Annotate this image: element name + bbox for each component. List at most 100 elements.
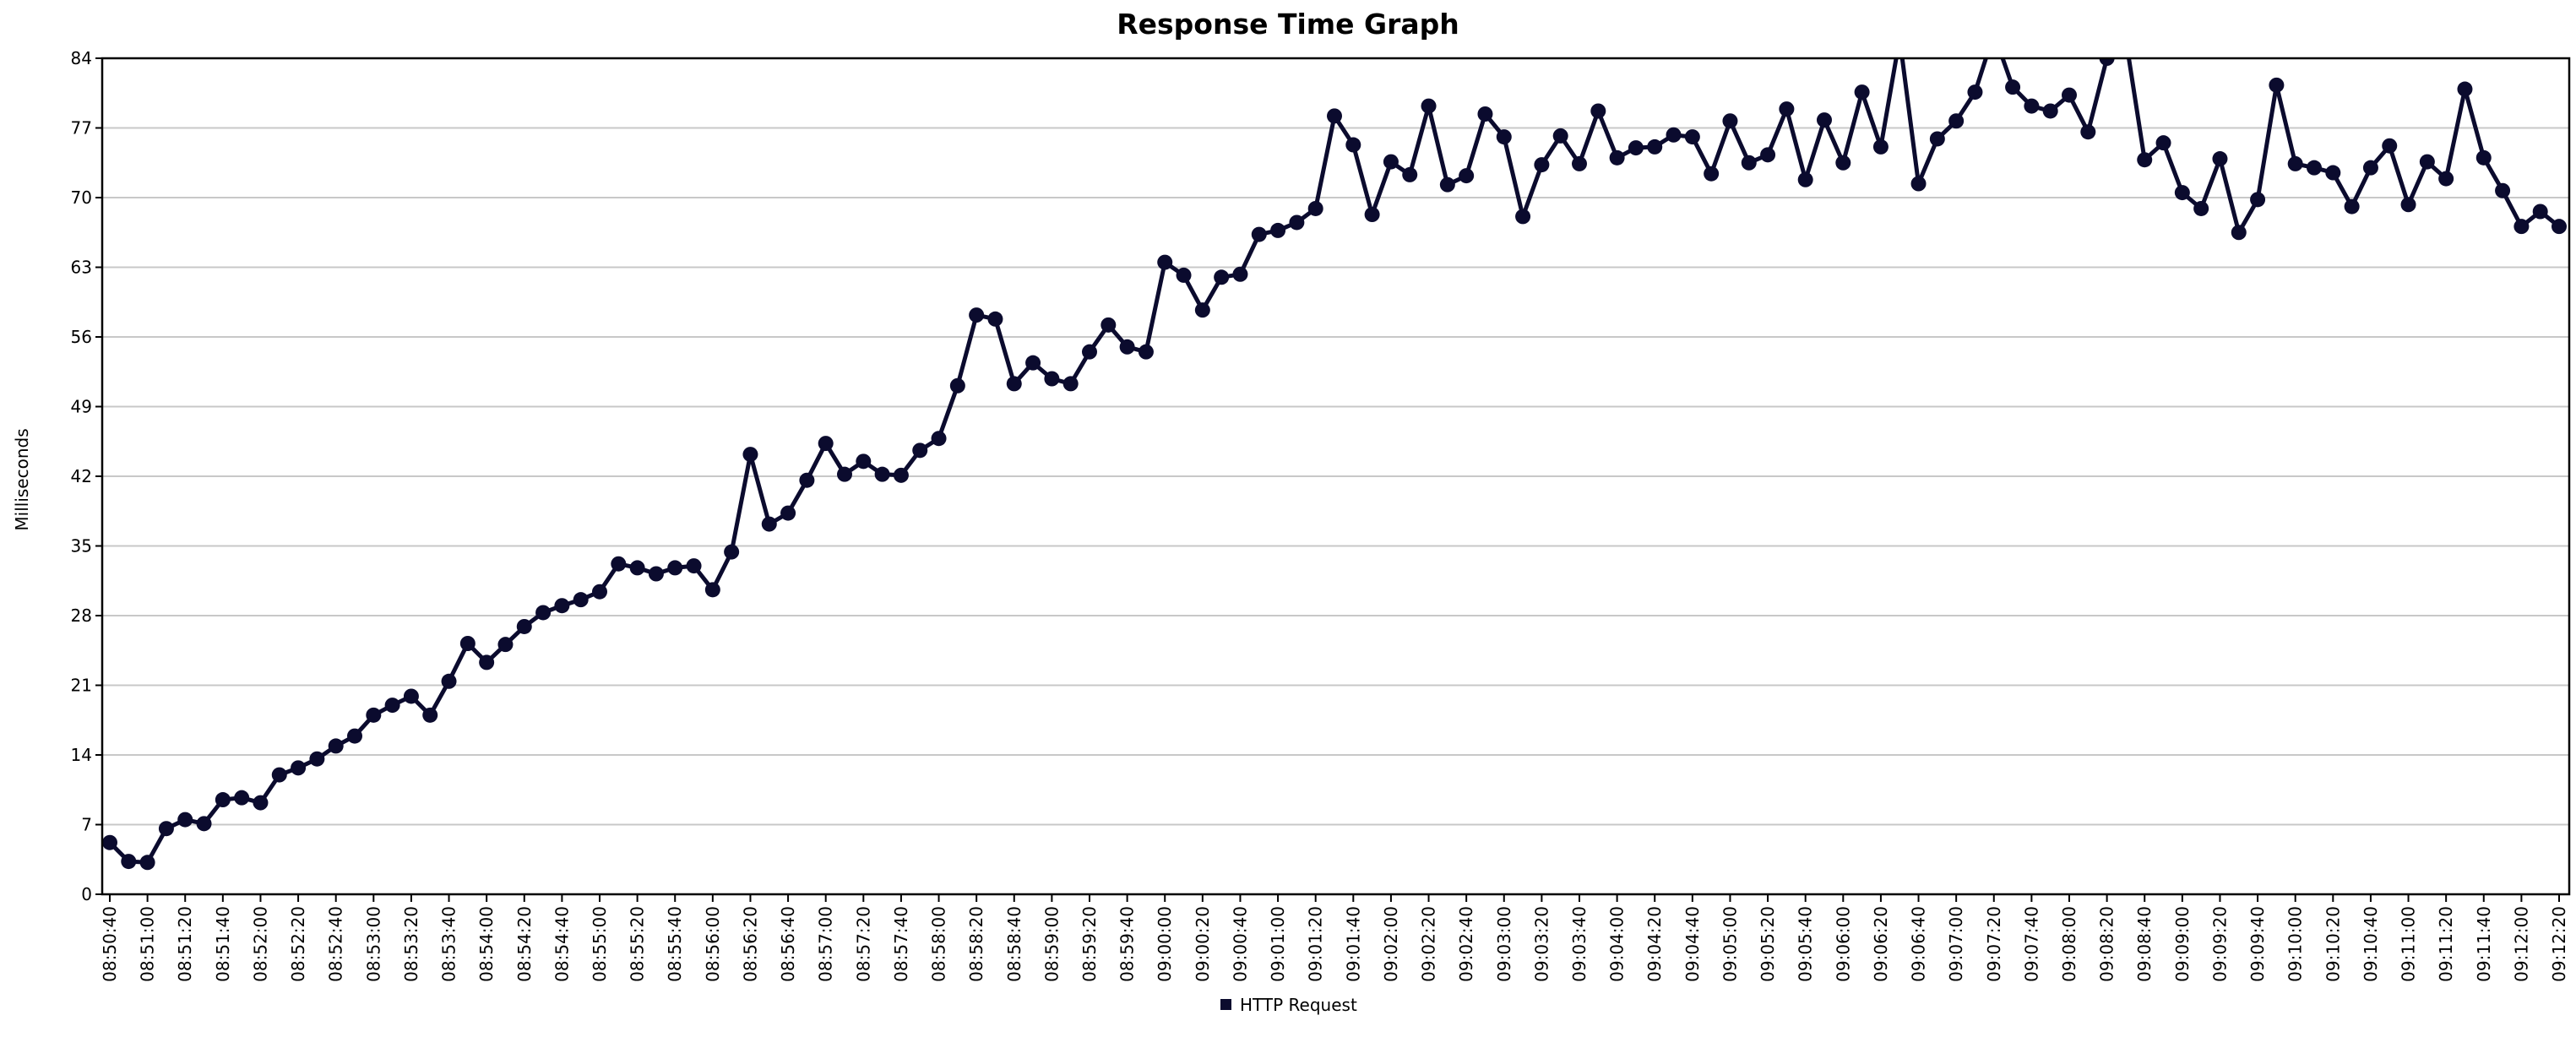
data-point <box>1590 103 1606 119</box>
x-tick-label: 08:58:20 <box>966 906 986 982</box>
data-point <box>2137 152 2153 168</box>
x-tick-label: 08:58:00 <box>929 906 949 982</box>
x-tick-label: 09:05:40 <box>1796 906 1816 982</box>
data-point <box>1929 131 1945 147</box>
data-point <box>1402 166 1418 182</box>
data-point <box>196 816 212 832</box>
data-point <box>2325 165 2341 181</box>
data-point <box>1910 176 1927 192</box>
x-tick-label: 08:57:20 <box>853 906 873 982</box>
data-point <box>309 751 325 767</box>
x-tick-label: 09:11:20 <box>2436 906 2456 982</box>
data-point <box>2514 219 2530 235</box>
y-tick-label: 56 <box>71 327 92 347</box>
data-point <box>611 556 627 572</box>
data-point <box>347 728 362 744</box>
y-axis-ticks: 0 7 14 21 28 35 42 49 56 63 70 77 84 <box>71 48 102 904</box>
data-point <box>1779 101 1795 117</box>
x-tick-label: 08:55:20 <box>628 906 648 982</box>
data-point <box>1289 214 1305 231</box>
data-point <box>1044 371 1060 387</box>
data-point <box>1854 84 1870 100</box>
x-tick-label: 09:11:40 <box>2474 906 2494 982</box>
data-point <box>780 505 796 521</box>
data-point <box>2362 160 2378 176</box>
data-point <box>2307 160 2322 176</box>
x-tick-label: 09:07:20 <box>1984 906 2004 982</box>
data-point <box>1666 127 1682 143</box>
data-point <box>742 447 758 463</box>
data-point <box>912 442 928 459</box>
x-tick-label: 09:10:00 <box>2285 906 2306 982</box>
data-point <box>2174 185 2190 201</box>
data-point <box>1345 137 1361 153</box>
data-point <box>2475 149 2492 166</box>
data-point <box>1872 138 1889 155</box>
data-point <box>949 377 965 394</box>
x-tick-label: 09:03:00 <box>1494 906 1514 982</box>
x-tick-label: 08:57:00 <box>816 906 836 982</box>
x-tick-label: 08:52:40 <box>326 906 346 982</box>
legend-swatch <box>1220 999 1231 1010</box>
data-point <box>2005 79 2021 95</box>
x-tick-label: 09:02:40 <box>1456 906 1476 982</box>
x-tick-label: 09:06:20 <box>1871 906 1891 982</box>
data-point <box>1062 376 1079 392</box>
x-tick-label: 09:09:00 <box>2172 906 2193 982</box>
data-point <box>121 854 137 870</box>
data-point <box>2495 182 2511 198</box>
y-tick-label: 35 <box>71 536 92 557</box>
data-point <box>271 767 287 783</box>
x-tick-label: 09:01:00 <box>1268 906 1288 982</box>
data-point <box>1647 138 1663 155</box>
data-point <box>2269 77 2285 93</box>
data-point <box>931 431 947 447</box>
data-point <box>2231 225 2247 241</box>
data-point <box>1741 155 1757 171</box>
y-tick-label: 21 <box>71 676 92 696</box>
x-tick-label: 09:06:00 <box>1833 906 1853 982</box>
x-tick-label: 09:04:00 <box>1607 906 1628 982</box>
x-tick-label: 09:09:40 <box>2247 906 2268 982</box>
x-tick-label: 09:07:40 <box>2021 906 2041 982</box>
x-tick-label: 09:00:00 <box>1155 906 1175 982</box>
data-point <box>1082 344 1097 360</box>
x-tick-label: 08:55:40 <box>665 906 685 982</box>
data-point <box>856 453 872 470</box>
x-tick-label: 09:12:00 <box>2511 906 2531 982</box>
data-point <box>573 592 589 608</box>
data-point <box>1552 128 1568 144</box>
data-point <box>2400 197 2416 213</box>
data-point <box>516 618 532 634</box>
y-tick-label: 84 <box>71 48 92 68</box>
x-tick-label: 08:51:00 <box>138 906 158 982</box>
data-point <box>1684 129 1700 145</box>
y-tick-label: 14 <box>71 745 92 765</box>
data-point <box>2382 138 2398 154</box>
data-point <box>459 636 476 651</box>
data-point <box>2250 192 2266 208</box>
y-axis-label: Milliseconds <box>12 428 32 530</box>
data-point <box>1383 154 1399 170</box>
y-tick-label: 7 <box>81 815 92 835</box>
x-tick-label: 08:54:20 <box>514 906 535 982</box>
data-point <box>2344 198 2360 214</box>
x-tick-label: 09:01:40 <box>1343 906 1363 982</box>
x-tick-label: 09:04:40 <box>1682 906 1703 982</box>
x-tick-label: 08:56:00 <box>703 906 723 982</box>
data-point <box>2193 200 2209 216</box>
data-point <box>1251 226 1267 242</box>
x-tick-label: 09:06:40 <box>1909 906 1929 982</box>
x-axis-ticks: 08:50:40 08:51:00 08:51:20 08:51:40 08:52:00… <box>100 894 2569 982</box>
data-point <box>2287 155 2303 171</box>
data-point <box>2062 87 2077 103</box>
data-point <box>158 821 174 837</box>
x-tick-label: 08:53:00 <box>363 906 383 982</box>
data-point <box>1459 168 1475 184</box>
x-tick-label: 09:02:00 <box>1381 906 1401 982</box>
x-tick-label: 08:59:20 <box>1079 906 1100 982</box>
data-point <box>139 855 155 871</box>
data-point <box>1006 376 1022 392</box>
y-tick-label: 42 <box>71 466 92 486</box>
